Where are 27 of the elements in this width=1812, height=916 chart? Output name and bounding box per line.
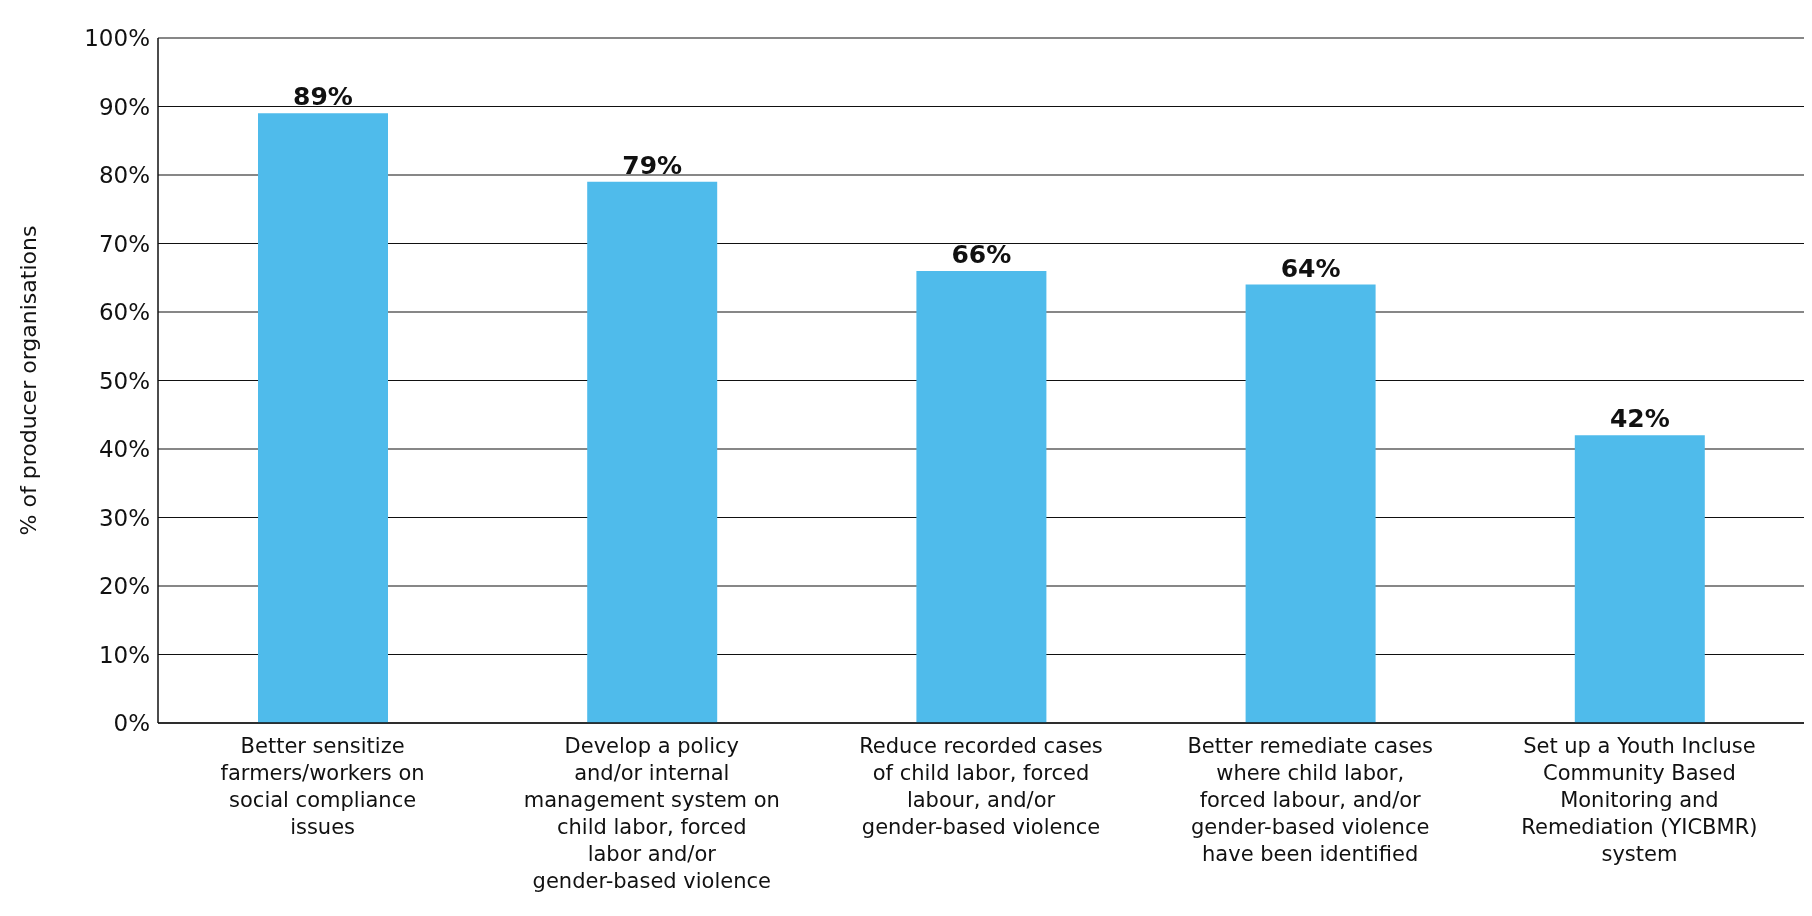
y-tick-label: 30% (98, 504, 150, 531)
data-label: 79% (622, 150, 683, 180)
data-label: 66% (951, 239, 1012, 269)
x-tick-label: Develop a policy and/or internal management system on child labor, forced labor and/or gender-based violence (523, 734, 780, 893)
x-tick-label: Reduce recorded cases of child labor, forced labour, and/or gender-based violence (859, 734, 1103, 839)
bar (916, 270, 1047, 723)
y-tick-label: 100% (84, 25, 150, 52)
y-tick-label: 60% (98, 299, 150, 326)
data-label: 89% (293, 82, 353, 112)
data-label: 42% (1609, 404, 1670, 434)
y-axis-title: % of producer organisations (15, 225, 41, 536)
bar (258, 113, 388, 723)
y-tick-label: 10% (98, 641, 150, 668)
y-tick-label: 90% (98, 93, 150, 120)
y-tick-label: 40% (98, 436, 150, 463)
x-tick-label: Set up a Youth Incluse Community Based Monitoring and Remediation (YICBMR) system (1521, 734, 1758, 866)
x-tick-label: Better sensitize farmers/workers on social compliance issues (220, 734, 425, 839)
y-tick-label: 0% (113, 710, 150, 737)
y-tick-label: 50% (98, 367, 150, 394)
bar (587, 181, 718, 723)
data-label: 64% (1280, 253, 1341, 283)
y-tick-label: 20% (98, 573, 150, 600)
bar (1245, 284, 1376, 723)
y-tick-label: 80% (98, 162, 150, 189)
x-tick-label: Better remediate cases where child labor, forced labour, and/or gender-based violence have been identified (1187, 734, 1433, 866)
y-tick-label: 70% (98, 230, 150, 257)
bar (1574, 435, 1705, 723)
